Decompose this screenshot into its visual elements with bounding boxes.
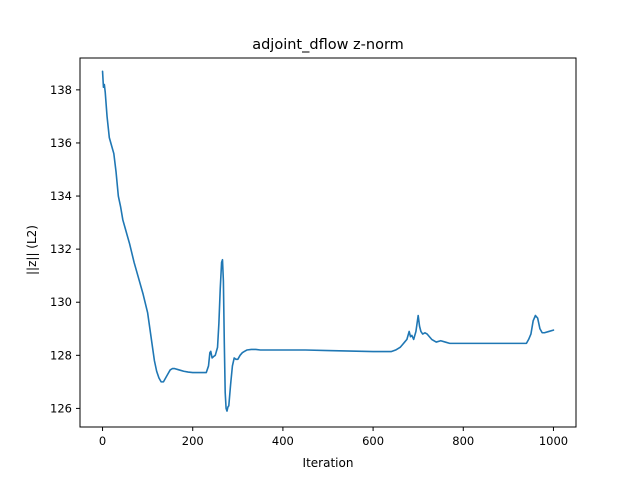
y-axis-ticks: 126 128 130 132 134 136 138	[50, 83, 80, 415]
y-tick-label: 138	[50, 83, 72, 97]
x-axis-label: Iteration	[303, 456, 354, 470]
x-tick-label: 0	[99, 434, 106, 448]
x-axis-ticks: 0 200 400 600 800 1000	[99, 427, 568, 448]
x-tick-label: 600	[362, 434, 384, 448]
x-tick-label: 400	[272, 434, 294, 448]
y-tick-label: 128	[50, 348, 72, 362]
y-tick-label: 132	[50, 242, 72, 256]
y-tick-label: 134	[50, 189, 72, 203]
x-tick-label: 1000	[539, 434, 568, 448]
plot-area	[101, 70, 555, 412]
chart-title: adjoint_dflow z-norm	[252, 37, 404, 53]
y-tick-label: 130	[50, 295, 72, 309]
axes-frame	[79, 57, 577, 428]
y-tick-label: 126	[50, 401, 72, 415]
x-tick-label: 800	[452, 434, 474, 448]
y-tick-label: 136	[50, 136, 72, 150]
series-line-1	[101, 70, 555, 412]
y-axis-label: ||z|| (L2)	[25, 225, 39, 275]
x-tick-label: 200	[182, 434, 204, 448]
